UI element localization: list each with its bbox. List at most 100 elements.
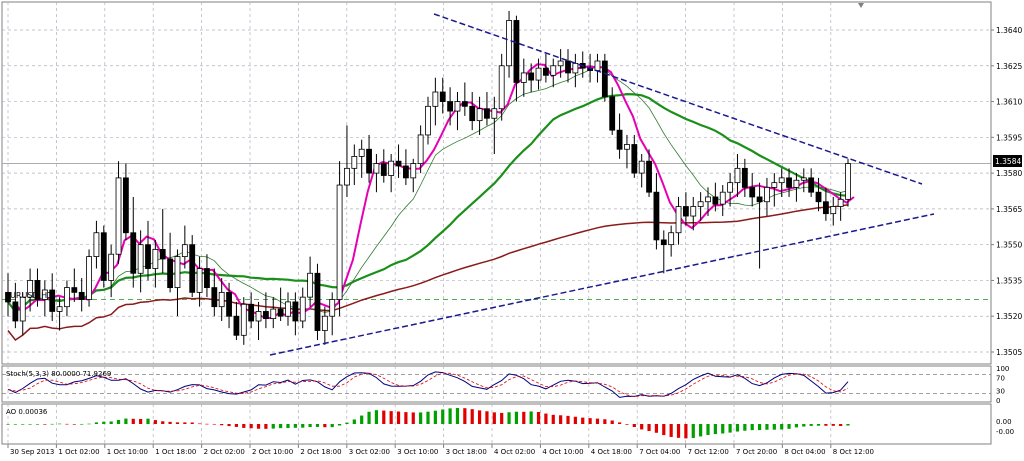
ao-bar-down [175,422,180,424]
ao-bar-down [573,416,577,424]
candle-down [741,167,748,188]
price-tick-label: 1.3625 [996,62,1022,71]
candle-down [682,206,689,217]
ao-bar-up [21,424,25,425]
ao-bar-up [765,424,769,430]
candle-up [690,206,697,217]
ao-bar-down [617,422,622,424]
candle-up [137,244,144,274]
time-tick-label: 3 Oct 02:00 [349,448,390,456]
ao-tick-label: -0.00 [996,428,1014,436]
price-tick-label: 1.3640 [996,26,1022,35]
candle-up [476,108,483,122]
ao-bar-up [426,411,430,424]
stoch-tick-label: 70 [996,375,1005,383]
ao-bar-up [50,423,54,425]
ao-bar-down [632,424,636,428]
candle-down [653,191,660,241]
stoch-tick-label: 100 [996,365,1009,373]
candle-up [594,60,601,71]
ao-bar-up [721,424,725,434]
candle-up [19,296,26,322]
candle-up [358,148,365,157]
candle-up [498,65,505,110]
ao-bar-up [846,424,850,426]
lower-trendline [269,213,935,356]
ao-bar-up [102,421,106,424]
candle-up [675,206,682,234]
candle-down [248,303,255,322]
candle-up [41,289,48,300]
candle-down [484,108,490,119]
ao-bar-up [28,424,32,425]
ao-bar-down [249,424,253,429]
candle-up [793,179,800,188]
trendlines [269,13,935,356]
ao-bar-up [787,424,791,429]
ao-bar-up [455,408,460,424]
ao-bar-up [713,424,717,435]
ao-bar-down [131,418,135,424]
ao-bar-down [654,424,659,433]
candle-down [565,60,571,74]
candle-up [491,108,498,119]
ao-bar-down [603,419,607,424]
candle-down [447,101,454,112]
current-price-label: 1.3584 [995,157,1021,166]
ao-bar-down [411,412,415,424]
ao-bar-up [271,424,275,429]
candle-up [417,134,424,164]
candle-up [454,101,461,112]
ao-panel [1,403,992,445]
candle-down [204,268,210,289]
candle-up [108,253,115,281]
candle-up [240,303,247,336]
ao-bar-down [72,424,76,425]
ao-bar-down [595,418,600,424]
ao-tick-label: 0.00 [996,418,1012,426]
candle-up [535,67,542,81]
ao-bar-up [330,424,334,428]
ao-bar-down [824,424,828,426]
candle-down [130,232,137,274]
ao-bar-down [205,423,209,425]
candle-up [329,299,336,317]
candle-down [513,20,520,83]
ao-bar-down [839,424,843,426]
candle-down [49,289,56,312]
ao-bar-down [485,411,489,424]
candle-up [388,160,395,176]
ao-bar-up [529,411,533,424]
ao-bar-down [581,417,585,424]
time-tick-label: 4 Oct 02:00 [494,448,535,456]
time-tick-label: 3 Oct 10:00 [397,448,438,456]
ao-bar-down [65,423,69,425]
ao-bar-down [197,423,202,425]
ao-bar-up [735,424,740,432]
candle-down [159,249,166,260]
ao-bar-down [551,414,555,424]
candle-down [226,291,232,317]
current-price-badge [993,155,1022,167]
time-tick-label: 1 Oct 18:00 [155,448,196,456]
candle-down [815,191,822,203]
ao-bar-up [743,424,747,431]
candle-down [71,287,78,293]
candle-down [122,177,129,234]
ao-bar-up [337,424,342,426]
candle-down [366,148,372,174]
ao-bar-down [404,412,408,424]
ao-bar-down [669,424,673,437]
candle-down [786,177,792,188]
time-tick-label: 1 Oct 10:00 [107,448,148,456]
ao-bar-up [699,424,703,437]
candle-up [734,167,741,184]
scroll-marker-icon[interactable] [858,3,864,8]
price-tick-label: 1.3595 [996,133,1022,142]
ao-bar-down [559,415,563,424]
candle-down [211,287,218,308]
candle-up [373,163,380,174]
candle-up [255,311,262,322]
ao-bar-down [212,423,216,425]
